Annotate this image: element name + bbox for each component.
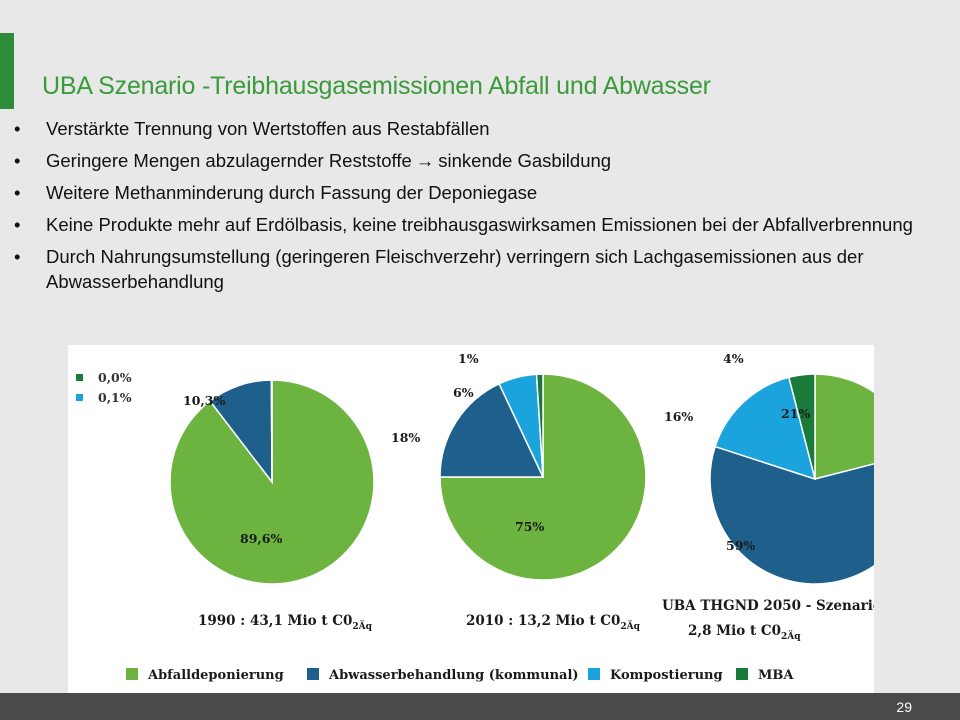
footer-bar: 29 xyxy=(0,693,960,720)
chart-caption: 1990 : 43,1 Mio t C02Äq xyxy=(198,613,373,632)
legend-swatch xyxy=(588,668,600,680)
arrow-right-icon: → xyxy=(415,150,435,171)
caption-subscript: 2Äq xyxy=(352,619,372,632)
data-label: 16% xyxy=(664,409,693,424)
page-number: 29 xyxy=(896,699,912,715)
data-label: 0,0% xyxy=(98,370,132,385)
pie-slice xyxy=(714,376,817,481)
data-label: 10,3% xyxy=(183,393,225,408)
label-swatch xyxy=(76,394,83,401)
caption-text: 1990 : 43,1 Mio t C0 xyxy=(198,613,352,629)
caption-text: 2,8 Mio t C0 xyxy=(688,623,781,639)
label-swatch xyxy=(76,374,83,381)
pie-charts: 89,6%10,3%0,1%0,0%1990 : 43,1 Mio t C02Ä… xyxy=(76,351,874,683)
bullet-text: Weitere Methanminderung durch Fassung de… xyxy=(46,182,538,203)
pie-slice xyxy=(169,379,375,585)
pie-slice xyxy=(709,445,874,585)
data-label: 21% xyxy=(781,406,810,421)
chart-caption: 2,8 Mio t C02Äq xyxy=(688,623,801,642)
pie-slice xyxy=(439,382,545,478)
data-label: 6% xyxy=(453,385,474,400)
caption-subscript: 2Äq xyxy=(781,629,801,642)
data-label: 0,1% xyxy=(98,390,132,405)
slide-title: UBA Szenario -Treibhausgasemissionen Abf… xyxy=(42,72,711,100)
pie-slice xyxy=(787,373,816,480)
bullet-text: Keine Produkte mehr auf Erdölbasis, kein… xyxy=(46,214,913,235)
data-label: 75% xyxy=(515,519,544,534)
pie-slice xyxy=(814,373,874,480)
bullet-item: Keine Produkte mehr auf Erdölbasis, kein… xyxy=(12,212,932,237)
legend-label: Abfalldeponierung xyxy=(147,668,284,683)
pie-slice xyxy=(439,373,647,581)
legend-label: Kompostierung xyxy=(610,668,723,683)
bullet-item: Verstärkte Trennung von Wertstoffen aus … xyxy=(12,116,932,141)
legend-label: MBA xyxy=(758,668,794,683)
pie-slice xyxy=(270,379,273,483)
bullet-list: Verstärkte Trennung von Wertstoffen aus … xyxy=(12,116,932,301)
bullet-text-after: sinkende Gasbildung xyxy=(438,150,612,171)
caption-text: 2010 : 13,2 Mio t C0 xyxy=(466,613,620,629)
bullet-item: Durch Nahrungsumstellung (geringeren Fle… xyxy=(12,244,932,294)
pie-slice xyxy=(535,373,544,478)
legend-swatch xyxy=(126,668,138,680)
bullet-item: Weitere Methanminderung durch Fassung de… xyxy=(12,180,932,205)
legend-swatch xyxy=(736,668,748,680)
bullet-text: Verstärkte Trennung von Wertstoffen aus … xyxy=(46,118,490,139)
data-label: 4% xyxy=(723,351,744,366)
bullet-text: Durch Nahrungsumstellung (geringeren Fle… xyxy=(46,246,864,292)
chart-caption: 2010 : 13,2 Mio t C02Äq xyxy=(466,613,641,632)
accent-bar xyxy=(0,33,14,109)
data-label: 89,6% xyxy=(240,531,282,546)
bullet-item: Geringere Mengen abzulagernder Reststoff… xyxy=(12,148,932,173)
chart-caption-line1: UBA THGND 2050 - Szenario : xyxy=(662,598,874,614)
caption-subscript: 2Äq xyxy=(620,619,640,632)
legend-swatch xyxy=(307,668,319,680)
data-label: 59% xyxy=(726,538,755,553)
chart-panel: 89,6% 10,3% 0,1% 0,0% 1990 : 43,1 Mio t C02Ä… xyxy=(68,345,874,693)
legend-label: Abwasserbehandlung (kommunal) xyxy=(328,668,579,683)
data-label: 18% xyxy=(391,430,420,445)
data-label: 1% xyxy=(458,351,479,366)
bullet-text: Geringere Mengen abzulagernder Reststoff… xyxy=(46,150,412,171)
